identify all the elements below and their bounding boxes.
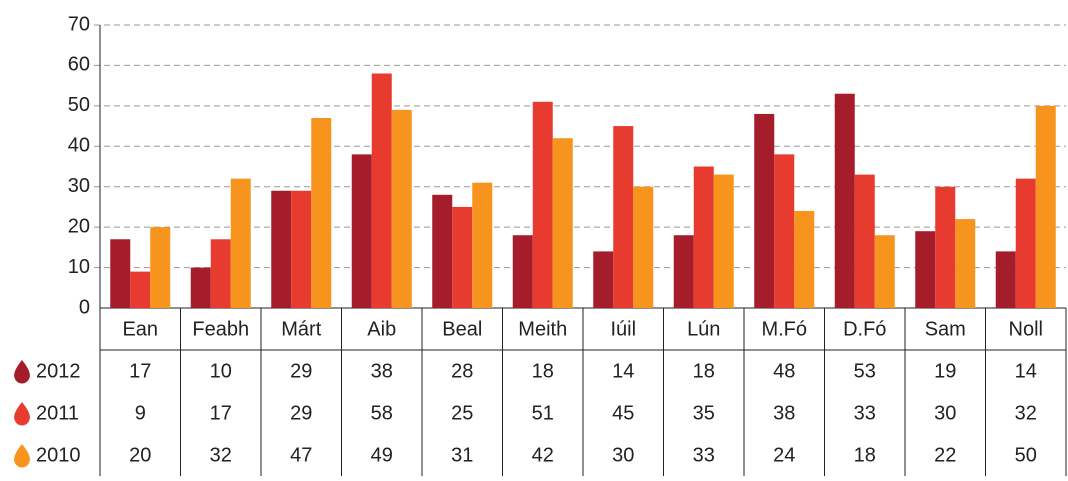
- legend-icon: [14, 360, 30, 384]
- table-value: 14: [1015, 360, 1037, 382]
- y-tick-label: 60: [68, 54, 90, 76]
- table-value: 35: [693, 402, 715, 424]
- table-value: 22: [934, 444, 956, 466]
- bar: [874, 235, 895, 308]
- table-value: 17: [129, 360, 151, 382]
- table-value: 47: [290, 444, 312, 466]
- x-tick-label: M.Fó: [761, 318, 807, 340]
- x-tick-label: Márt: [281, 318, 321, 340]
- bar: [452, 206, 473, 308]
- bar: [673, 235, 694, 308]
- table-value: 9: [135, 402, 146, 424]
- table-value: 42: [532, 444, 554, 466]
- bar: [371, 73, 392, 308]
- table-value: 29: [290, 402, 312, 424]
- table-value: 45: [612, 402, 634, 424]
- table-value: 17: [210, 402, 232, 424]
- table-value: 38: [773, 402, 795, 424]
- bar: [593, 251, 614, 308]
- table-value: 58: [371, 402, 393, 424]
- bar: [834, 93, 855, 308]
- table-value: 30: [612, 444, 634, 466]
- bar: [794, 210, 815, 308]
- table-value: 48: [773, 360, 795, 382]
- table-value: 25: [451, 402, 473, 424]
- bar: [472, 182, 493, 308]
- table-value: 50: [1015, 444, 1037, 466]
- table-value: 10: [210, 360, 232, 382]
- table-value: 31: [451, 444, 473, 466]
- table-value: 20: [129, 444, 151, 466]
- bar: [713, 174, 734, 308]
- table-value: 14: [612, 360, 634, 382]
- x-tick-label: D.Fó: [843, 318, 886, 340]
- table-value: 53: [854, 360, 876, 382]
- legend-label: 2010: [36, 444, 81, 466]
- table-value: 49: [371, 444, 393, 466]
- bar: [230, 178, 251, 308]
- bar: [110, 239, 131, 308]
- table-value: 51: [532, 402, 554, 424]
- bar: [351, 154, 372, 308]
- table-value: 29: [290, 360, 312, 382]
- legend-icon: [14, 402, 30, 426]
- bar: [1015, 178, 1036, 308]
- x-tick-label: Noll: [1009, 318, 1043, 340]
- table-value: 19: [934, 360, 956, 382]
- y-tick-label: 70: [68, 13, 90, 35]
- x-tick-label: Aib: [367, 318, 396, 340]
- bar: [754, 113, 775, 308]
- table-value: 33: [854, 402, 876, 424]
- x-tick-label: Lún: [687, 318, 720, 340]
- bar: [1035, 105, 1056, 308]
- y-tick-label: 40: [68, 135, 90, 157]
- bar: [150, 227, 171, 308]
- table-value: 33: [693, 444, 715, 466]
- y-tick-label: 0: [79, 296, 90, 318]
- bar: [774, 154, 795, 308]
- bar: [190, 267, 211, 308]
- x-tick-label: Feabh: [192, 318, 249, 340]
- table-value: 18: [693, 360, 715, 382]
- legend-icon: [14, 444, 30, 468]
- bar: [432, 194, 453, 308]
- table-value: 38: [371, 360, 393, 382]
- y-tick-label: 50: [68, 94, 90, 116]
- table-value: 32: [210, 444, 232, 466]
- bar: [995, 251, 1016, 308]
- table-value: 18: [532, 360, 554, 382]
- bar: [613, 126, 634, 308]
- bar: [210, 239, 231, 308]
- bar: [391, 109, 412, 309]
- bar: [311, 117, 332, 308]
- bar: [130, 271, 151, 308]
- table-value: 30: [934, 402, 956, 424]
- bar: [271, 190, 292, 308]
- table-value: 18: [854, 444, 876, 466]
- x-tick-label: Sam: [925, 318, 966, 340]
- bar: [532, 101, 553, 308]
- legend-label: 2012: [36, 360, 81, 382]
- bar: [854, 174, 875, 308]
- bar: [693, 166, 714, 308]
- x-tick-label: Iúil: [610, 318, 636, 340]
- bar: [512, 235, 533, 308]
- bar: [915, 231, 936, 308]
- x-tick-label: Ean: [122, 318, 158, 340]
- table-value: 28: [451, 360, 473, 382]
- y-tick-label: 20: [68, 215, 90, 237]
- bar: [935, 186, 956, 308]
- x-tick-label: Meith: [518, 318, 567, 340]
- legend-label: 2011: [36, 402, 79, 424]
- bar: [552, 138, 573, 308]
- bar: [633, 186, 654, 308]
- y-tick-label: 30: [68, 175, 90, 197]
- table-value: 24: [773, 444, 795, 466]
- table-value: 32: [1015, 402, 1037, 424]
- y-tick-label: 10: [68, 256, 90, 278]
- x-tick-label: Beal: [442, 318, 482, 340]
- bar: [955, 219, 976, 308]
- bar: [291, 190, 312, 308]
